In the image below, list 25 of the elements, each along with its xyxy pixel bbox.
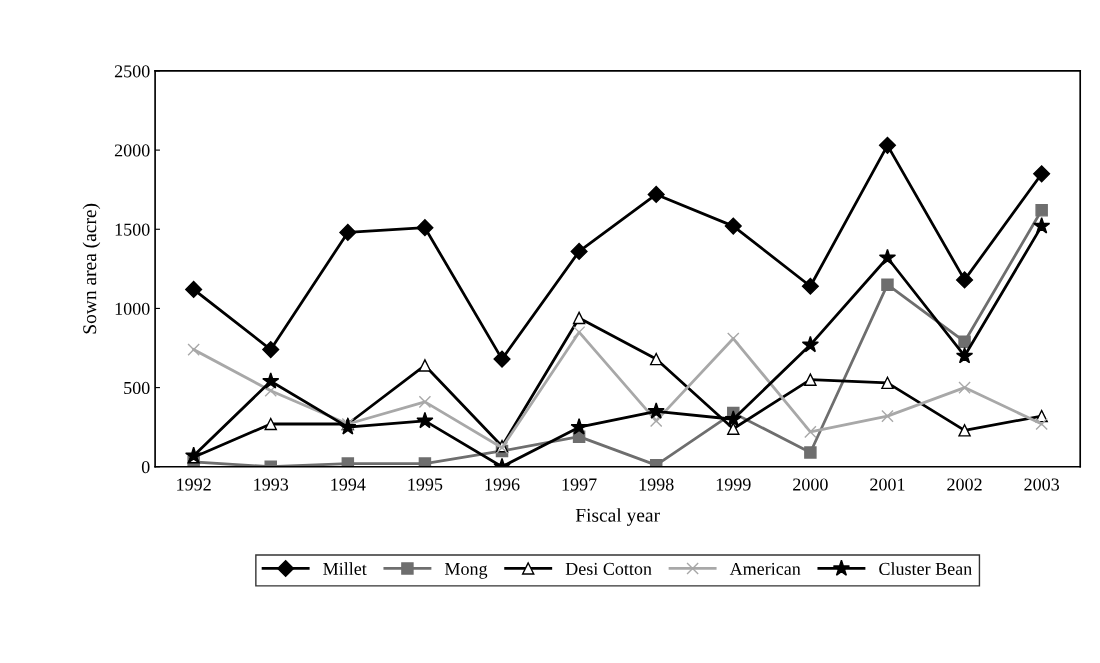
- x-tick-label: 2003: [1024, 478, 1059, 491]
- x-axis-title: Fiscal year: [575, 508, 660, 526]
- y-tick-label: 2000: [114, 144, 150, 157]
- legend-label: Cluster Bean: [879, 562, 972, 575]
- y-tick-label: 500: [124, 381, 150, 395]
- x-tick-label: 1994: [331, 478, 366, 491]
- x-tick-label: 1999: [716, 478, 751, 491]
- x-tick-label: 1993: [254, 478, 289, 491]
- legend-label: American: [729, 562, 801, 575]
- x-tick-label: 1992: [177, 478, 211, 491]
- x-tick-label: 1996: [485, 478, 520, 491]
- x-tick-label: 1997: [562, 478, 597, 491]
- x-tick-label: 2000: [793, 478, 828, 491]
- x-tick-label: 2001: [870, 478, 905, 491]
- legend-label: Millet: [323, 562, 367, 575]
- y-tick-label: 1000: [115, 302, 150, 315]
- y-tick-label: 2500: [114, 65, 150, 78]
- y-axis-title: Sown area (acre): [82, 203, 101, 334]
- y-tick-label: 1500: [115, 223, 150, 236]
- legend-label: Mong: [444, 562, 488, 579]
- x-tick-label: 1995: [408, 478, 443, 491]
- legend-label: Desi Cotton: [565, 562, 652, 575]
- x-tick-label: 2002: [947, 478, 982, 491]
- y-tick-label: 0: [141, 461, 150, 474]
- x-tick-label: 1998: [639, 478, 674, 491]
